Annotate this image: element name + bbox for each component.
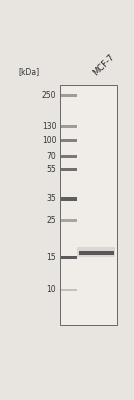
Bar xyxy=(61,155,77,158)
Bar xyxy=(77,247,115,256)
Bar xyxy=(61,289,77,291)
Bar xyxy=(61,256,77,259)
Bar xyxy=(61,256,77,259)
Text: 250: 250 xyxy=(42,91,56,100)
Text: 55: 55 xyxy=(46,165,56,174)
Text: 15: 15 xyxy=(47,253,56,262)
Text: 100: 100 xyxy=(42,136,56,145)
Text: 130: 130 xyxy=(42,122,56,131)
Bar xyxy=(61,219,77,222)
Bar xyxy=(61,94,77,97)
Text: [kDa]: [kDa] xyxy=(19,67,40,76)
Text: 10: 10 xyxy=(47,285,56,294)
Bar xyxy=(60,85,118,325)
Text: 25: 25 xyxy=(47,216,56,225)
Bar xyxy=(61,125,77,128)
Bar xyxy=(61,139,77,142)
Bar xyxy=(61,197,77,201)
Text: MCF-7: MCF-7 xyxy=(92,52,117,77)
Text: 70: 70 xyxy=(46,152,56,161)
Bar xyxy=(61,168,77,171)
Bar xyxy=(79,251,114,255)
Text: 35: 35 xyxy=(46,194,56,204)
